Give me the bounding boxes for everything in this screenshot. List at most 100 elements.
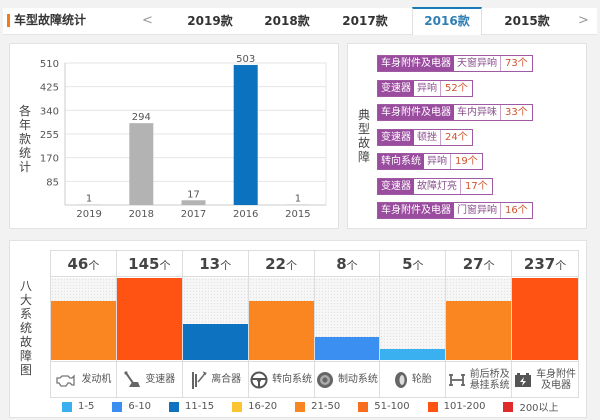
fault-count: 17个 <box>461 178 492 194</box>
fault-item[interactable]: 变速器 顿挫 24个 <box>377 128 473 146</box>
system-name-line: 车身附件 <box>536 368 577 380</box>
fault-item[interactable]: 车身附件及电器 车内异味 33个 <box>377 104 533 121</box>
year-bar-chart: 85 170 255 340 425 510 1 2019 294 2018 17 2017 503 20… <box>40 54 327 220</box>
system-label: 离合器 <box>182 361 248 397</box>
prev-arrow-button[interactable]: < <box>142 13 153 28</box>
fault-count: 52个 <box>441 80 472 96</box>
system-count-unit: 个 <box>412 259 424 272</box>
legend-item: 6-10 <box>112 399 151 414</box>
battery-icon <box>514 372 532 388</box>
legend-label: 1-5 <box>78 401 95 412</box>
system-label: 转向系统 <box>248 361 314 397</box>
tab-2019[interactable]: 2019款 <box>187 14 233 28</box>
systems-panel: 八大系统故障图 46个 发动机 145个 变速器 13个 离合器 22个 转向系统 8个 制动系统… <box>9 240 587 418</box>
systems-grid: 46个 发动机 145个 变速器 13个 离合器 22个 转向系统 8个 制动系统 5个 轮胎 27个前… <box>50 250 579 398</box>
system-bar <box>248 300 314 360</box>
systems-side-label: 八大系统故障图 <box>19 279 32 377</box>
fault-description: 异响 <box>414 80 441 96</box>
next-arrow-button[interactable]: > <box>578 13 589 28</box>
fault-count: 24个 <box>441 129 472 145</box>
y-tick-label: 510 <box>40 59 59 70</box>
system-label: 轮胎 <box>380 361 446 397</box>
color-legend: 1-5 6-10 11-15 16-20 21-50 51-100 101-200 200以上 <box>62 399 577 414</box>
system-bar-area <box>380 278 446 360</box>
tire-icon <box>394 371 408 389</box>
system-bar <box>512 278 578 360</box>
fault-item[interactable]: 变速器 故障灯亮 17个 <box>377 177 493 195</box>
fault-count: 73个 <box>501 56 532 71</box>
system-count-value: 237 <box>523 255 556 273</box>
legend-item: 16-20 <box>232 399 277 414</box>
fault-item[interactable]: 转向系统 异响 19个 <box>377 153 483 170</box>
page-title: 车型故障统计 <box>7 12 86 29</box>
legend-label: 200以上 <box>519 403 559 414</box>
system-name: 前后桥及 悬挂系统 <box>470 369 510 391</box>
system-name: 发动机 <box>81 374 112 385</box>
system-label: 变速器 <box>116 361 182 397</box>
legend-swatch <box>358 401 369 412</box>
system-column[interactable]: 22个转向系统 <box>248 251 315 397</box>
system-count: 27个 <box>446 251 512 277</box>
system-column[interactable]: 27个前后桥及 悬挂系统 <box>446 251 513 397</box>
fault-description: 顿挫 <box>414 129 441 145</box>
tab-2016[interactable]: 2016款 <box>412 7 482 35</box>
system-name: 轮胎 <box>411 374 432 385</box>
system-bar-area <box>51 278 116 360</box>
legend-item: 11-15 <box>169 399 214 414</box>
system-bar <box>314 337 380 360</box>
system-count-value: 145 <box>128 255 160 273</box>
system-bar-area <box>512 278 578 360</box>
system-count-value: 27 <box>462 255 484 273</box>
fault-description: 门窗异响 <box>454 203 501 218</box>
fault-item[interactable]: 变速器 异响 52个 <box>377 79 473 97</box>
tab-2017[interactable]: 2017款 <box>342 14 388 28</box>
system-bar-area <box>314 278 380 360</box>
system-column[interactable]: 237个 车身附件 及电器 <box>512 251 578 397</box>
system-name-line: 前后桥及 <box>469 368 510 380</box>
system-count: 13个 <box>182 251 248 277</box>
brake-disc-icon <box>316 371 334 389</box>
y-tick-label: 340 <box>40 106 59 117</box>
system-column[interactable]: 46个 发动机 <box>51 251 117 397</box>
system-column[interactable]: 8个 制动系统 <box>314 251 381 397</box>
system-count: 22个 <box>248 251 314 277</box>
system-count-unit: 个 <box>88 259 100 272</box>
system-name: 转向系统 <box>272 374 313 385</box>
system-column[interactable]: 5个 轮胎 <box>380 251 447 397</box>
suspension-icon <box>448 372 466 388</box>
system-column[interactable]: 13个离合器 <box>182 251 249 397</box>
system-bar-area <box>116 278 182 360</box>
tab-2015[interactable]: 2015款 <box>504 14 550 28</box>
system-name: 制动系统 <box>337 374 378 385</box>
fault-description: 天窗异响 <box>454 56 501 71</box>
legend-item: 21-50 <box>295 399 340 414</box>
legend-swatch <box>295 401 306 412</box>
system-name: 离合器 <box>211 374 242 385</box>
legend-swatch <box>169 401 180 412</box>
legend-item: 51-100 <box>358 399 410 414</box>
system-column[interactable]: 145个 变速器 <box>116 251 183 397</box>
system-bar <box>116 278 182 360</box>
bar-2016[interactable] <box>233 64 258 205</box>
fault-description: 异响 <box>424 154 451 169</box>
bar-2018[interactable] <box>129 123 154 205</box>
system-count-value: 8 <box>336 255 347 273</box>
legend-label: 6-10 <box>128 401 152 412</box>
tab-2018[interactable]: 2018款 <box>264 14 310 28</box>
legend-item: 1-5 <box>62 399 94 414</box>
system-name: 车身附件 及电器 <box>536 369 576 391</box>
fault-count: 16个 <box>501 203 532 218</box>
fault-item[interactable]: 车身附件及电器 天窗异响 73个 <box>377 55 533 72</box>
bar-value-label: 503 <box>236 54 255 65</box>
fault-item[interactable]: 车身附件及电器 门窗异响 16个 <box>377 202 533 219</box>
faults-side-label: 典型故障 <box>357 108 370 164</box>
bar-2017[interactable] <box>181 200 206 205</box>
y-tick-label: 170 <box>40 154 59 165</box>
fault-description: 车内异味 <box>454 105 501 120</box>
fault-category: 转向系统 <box>378 154 424 169</box>
fault-count: 19个 <box>451 154 482 169</box>
engine-icon <box>55 372 77 388</box>
legend-swatch <box>112 401 123 412</box>
y-tick-label: 425 <box>40 83 59 94</box>
fault-category: 变速器 <box>378 80 414 96</box>
